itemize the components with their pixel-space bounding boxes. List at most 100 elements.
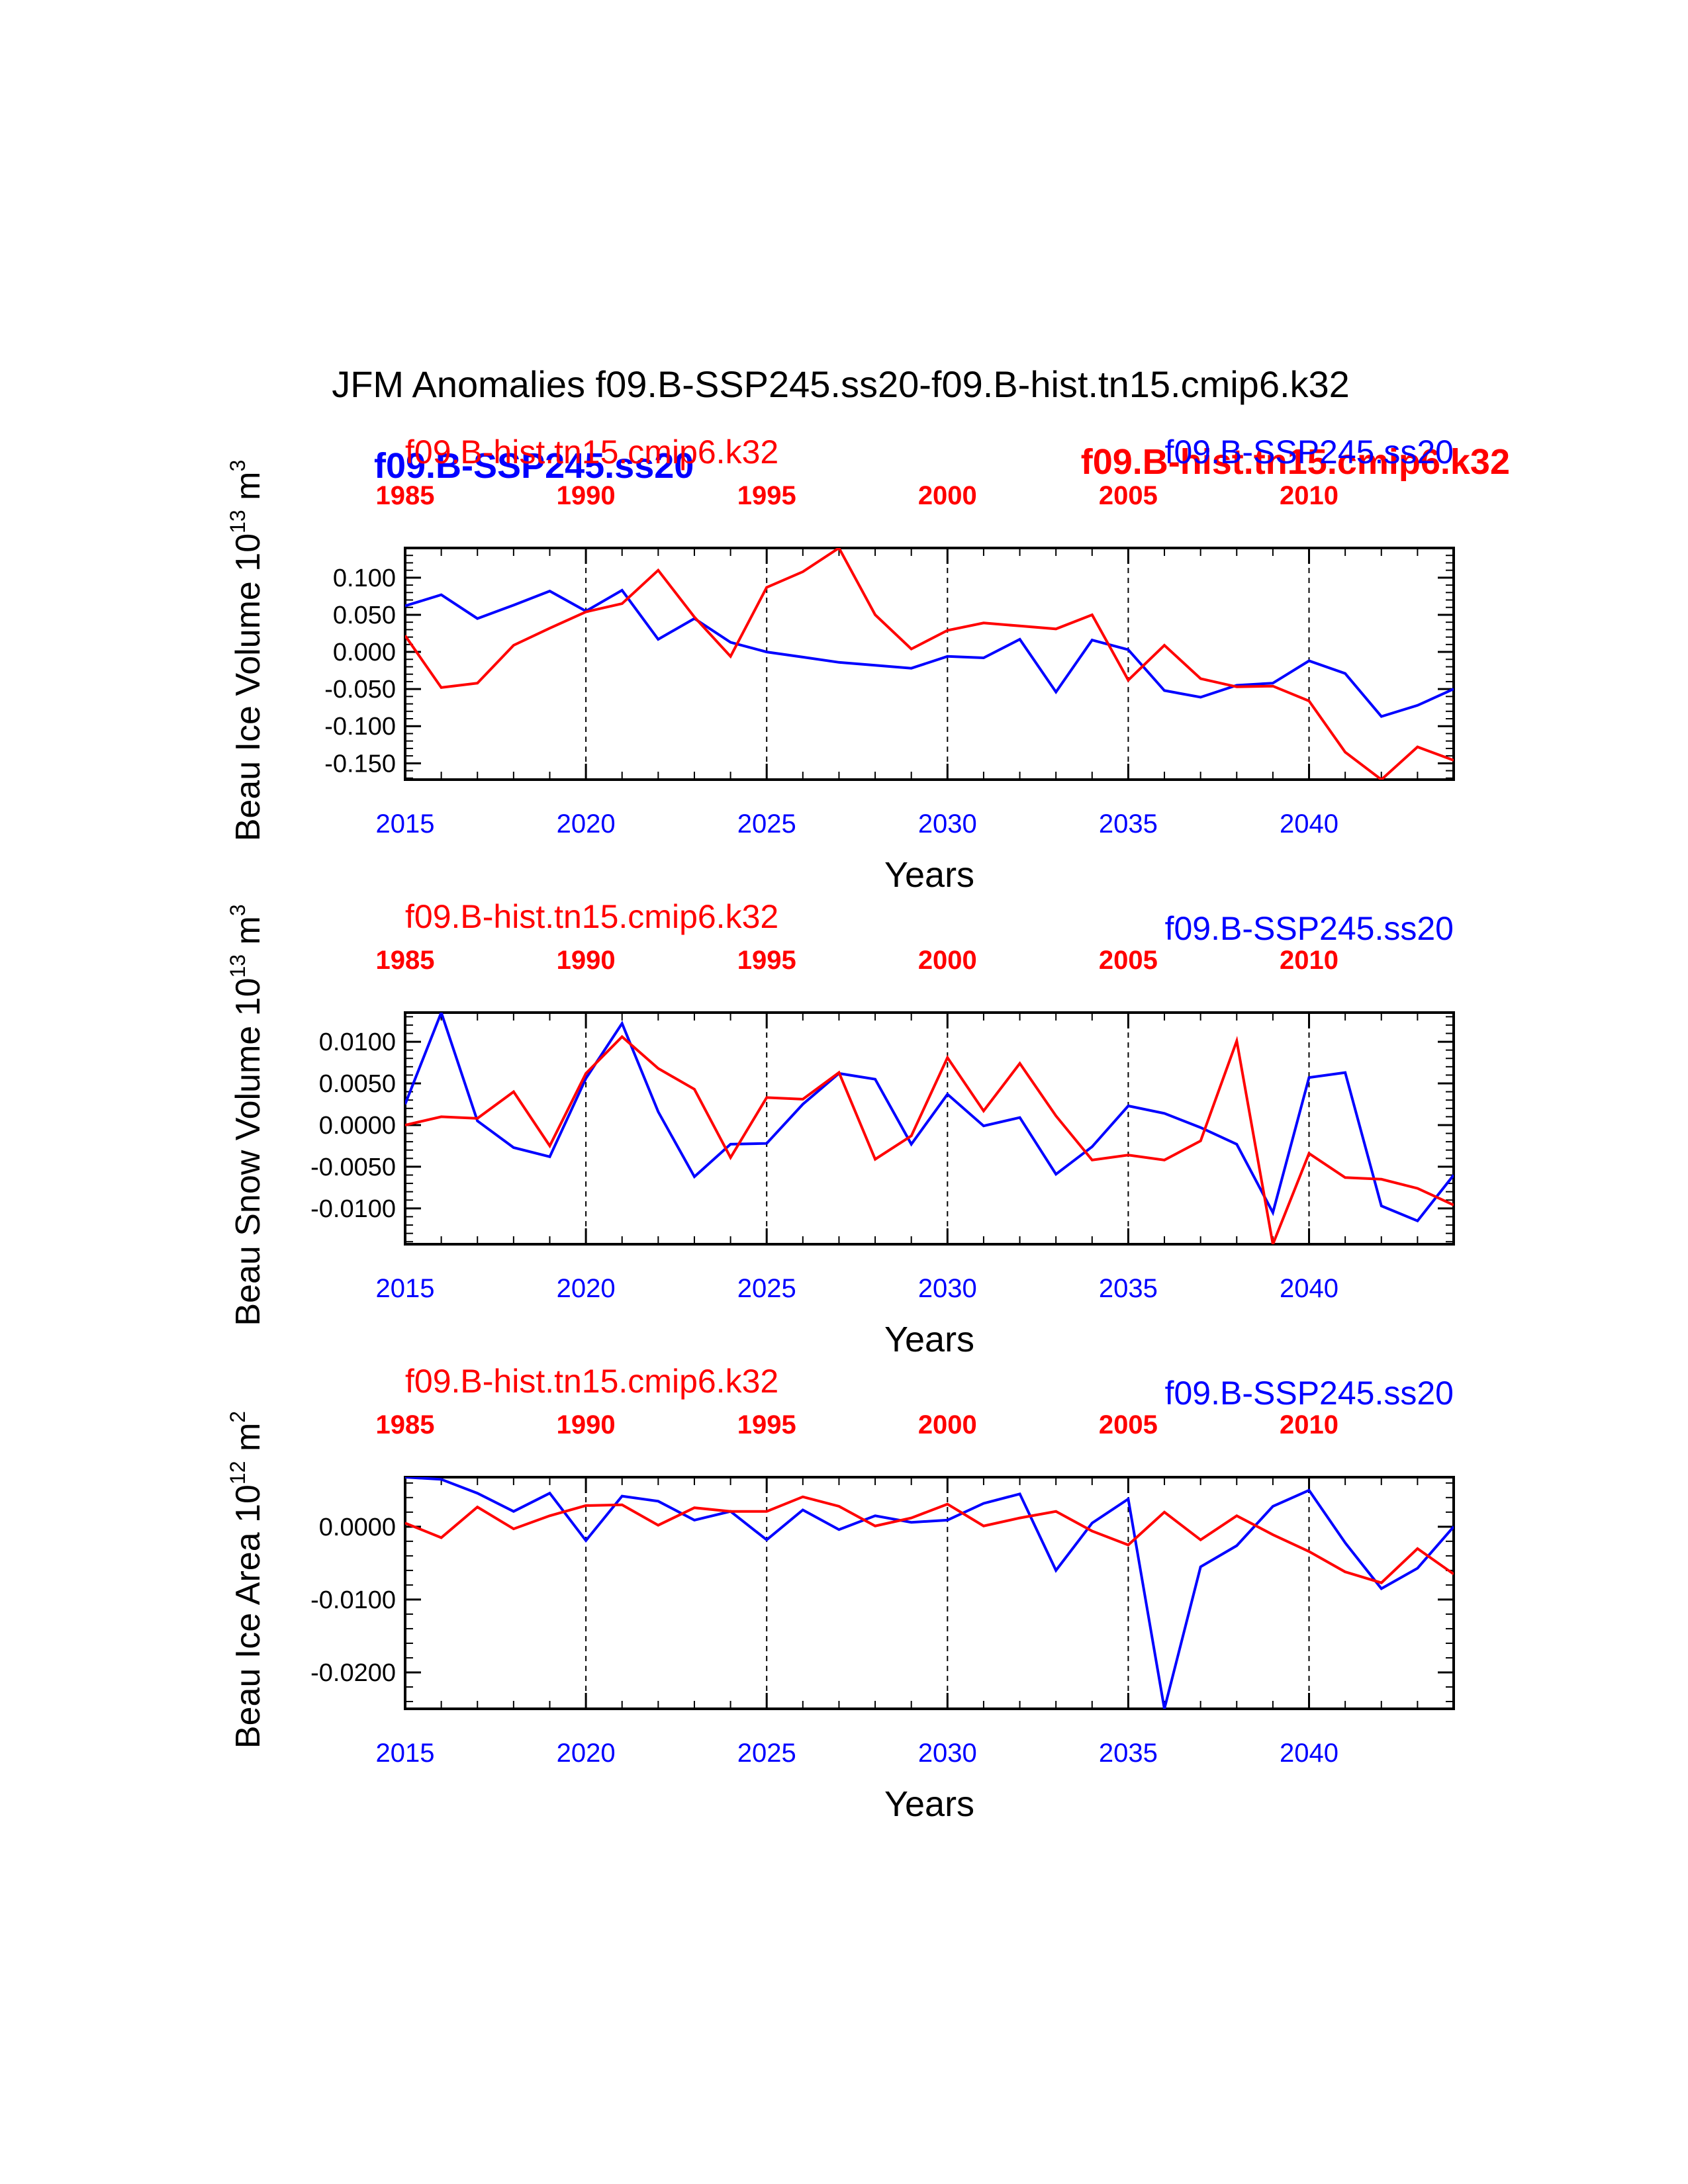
data-point-ssp <box>1164 690 1165 691</box>
data-point-ssp <box>1272 1506 1273 1507</box>
data-point-hist <box>1272 1534 1273 1535</box>
plot-frame <box>404 1476 1455 1710</box>
hist-series-label: f09.B-hist.tn15.cmip6.k32 <box>405 1363 778 1400</box>
legend-ssp-bold: f09.B-SSP245.ss20 <box>374 446 694 486</box>
data-point-hist <box>802 1496 803 1497</box>
data-point-ssp <box>658 1501 659 1502</box>
data-point-hist <box>1019 625 1020 626</box>
data-point-ssp <box>477 618 478 619</box>
data-point-ssp <box>875 665 876 666</box>
data-point-hist <box>513 645 514 646</box>
data-point-hist <box>1272 1244 1273 1245</box>
data-point-ssp <box>1128 649 1129 650</box>
y-axis-title: Beau Snow Volume 1013 m3 <box>226 904 267 1326</box>
data-point-hist <box>730 656 731 657</box>
x-tick-label-top: 2005 <box>1099 481 1158 510</box>
data-point-hist <box>1200 1140 1201 1141</box>
data-point-ssp <box>405 1104 406 1105</box>
data-point-ssp <box>549 1156 550 1157</box>
x-tick-label-bottom: 2025 <box>737 1739 796 1768</box>
data-point-hist <box>549 628 550 629</box>
data-point-ssp <box>802 1104 803 1105</box>
x-tick-label-top: 1985 <box>376 1410 435 1439</box>
x-tick-label-bottom: 2020 <box>557 1739 616 1768</box>
x-tick-label-top: 1985 <box>376 946 435 975</box>
x-tick-label-bottom: 2035 <box>1099 809 1158 839</box>
data-point-ssp <box>658 639 659 640</box>
x-tick-label-top: 1995 <box>737 946 796 975</box>
x-tick-label-bottom: 2020 <box>557 1274 616 1303</box>
data-point-hist <box>441 1116 442 1117</box>
y-axis-title-text: Beau Ice Volume 10 <box>229 533 267 841</box>
data-point-hist <box>405 1125 406 1126</box>
data-point-ssp <box>1381 1588 1382 1589</box>
data-point-hist <box>405 1523 406 1524</box>
x-tick-label-bottom: 2040 <box>1280 809 1338 839</box>
y-tick-label: -0.150 <box>324 750 396 778</box>
figure-title: JFM Anomalies f09.B-SSP245.ss20-f09.B-hi… <box>332 363 1350 405</box>
data-point-hist <box>1200 1539 1201 1540</box>
x-tick-label-top: 2010 <box>1280 1410 1338 1439</box>
y-tick-label: -0.0200 <box>310 1659 396 1687</box>
series-hist-line <box>405 1034 1454 1244</box>
series-hist-line <box>405 548 1454 780</box>
panel-3: 0.0000 -0.0100 -0.0200 2015 1985 2020 1990 2025… <box>226 1363 1455 1824</box>
data-point-hist <box>1164 645 1165 646</box>
y-tick-label: -0.050 <box>324 676 396 704</box>
y-tick-label: 0.0000 <box>319 1112 396 1140</box>
x-tick-label-bottom: 2025 <box>737 1274 796 1303</box>
legend-hist-bold: f09.B-hist.tn15.cmip6.k32 <box>1081 442 1510 482</box>
data-point-hist <box>405 635 406 636</box>
x-tick-label-top: 1990 <box>557 946 616 975</box>
x-axis-title: Years <box>884 1320 974 1359</box>
panel-2: 0.0100 0.0050 0.0000 -0.0050 -0.0100 2015 1985… <box>226 898 1455 1359</box>
panels: 0.100 0.050 0.000 -0.050 -0.100 -0.150 2015 198… <box>226 433 1455 1824</box>
data-point-ssp <box>1345 673 1346 674</box>
x-tick-label-bottom: 2020 <box>557 809 616 839</box>
data-point-ssp <box>477 1493 478 1494</box>
x-tick-label-top: 2010 <box>1280 481 1338 510</box>
y-tick-label: -0.0100 <box>310 1195 396 1223</box>
y-axis-title-unit-exponent: 2 <box>226 1411 250 1423</box>
series-ssp-line <box>405 1477 1454 1709</box>
x-tick-label-bottom: 2035 <box>1099 1739 1158 1768</box>
ssp-series-label: f09.B-SSP245.ss20 <box>1165 433 1454 471</box>
x-axis-title: Years <box>884 1784 974 1824</box>
y-axis-title-exponent: 12 <box>226 1461 250 1485</box>
y-axis-title-exponent: 13 <box>226 510 250 533</box>
y-axis-title-text: Beau Snow Volume 10 <box>229 978 267 1326</box>
data-point-ssp <box>911 1522 912 1523</box>
x-tick-label-top: 2000 <box>918 946 977 975</box>
series-hist-line <box>405 1495 1454 1584</box>
data-point-ssp <box>1381 716 1382 717</box>
data-point-hist <box>1381 1582 1382 1583</box>
series-ssp-line <box>405 1013 1454 1223</box>
data-point-ssp <box>730 642 731 643</box>
y-axis-title: Beau Ice Volume 1013 m3 <box>226 460 267 842</box>
data-point-ssp <box>658 1111 659 1112</box>
ssp-series-label: f09.B-SSP245.ss20 <box>1165 910 1454 947</box>
x-tick-label-bottom: 2015 <box>376 1274 435 1303</box>
x-tick-label-top: 1990 <box>557 1410 616 1439</box>
x-tick-label-top: 1985 <box>376 481 435 510</box>
y-axis-title-exponent: 13 <box>226 954 250 978</box>
data-point-ssp <box>947 1094 948 1095</box>
data-point-ssp <box>1345 1072 1346 1073</box>
x-tick-label-top: 1990 <box>557 481 616 510</box>
data-point-hist <box>730 1511 731 1512</box>
y-axis-title-unit: m <box>229 472 267 510</box>
data-point-hist <box>947 630 948 631</box>
data-point-hist <box>513 1091 514 1092</box>
x-tick-label-bottom: 2025 <box>737 809 796 839</box>
data-point-hist <box>875 1159 876 1160</box>
plot-frame <box>404 547 1455 781</box>
data-point-hist <box>1200 678 1201 679</box>
data-point-ssp <box>549 591 550 592</box>
x-tick-label-top: 2005 <box>1099 1410 1158 1439</box>
series-ssp-line <box>405 588 1454 718</box>
x-tick-label-bottom: 2040 <box>1280 1274 1338 1303</box>
y-axis-title-unit-exponent: 3 <box>226 904 250 916</box>
y-axis-title: Beau Ice Area 1012 m2 <box>226 1411 267 1749</box>
